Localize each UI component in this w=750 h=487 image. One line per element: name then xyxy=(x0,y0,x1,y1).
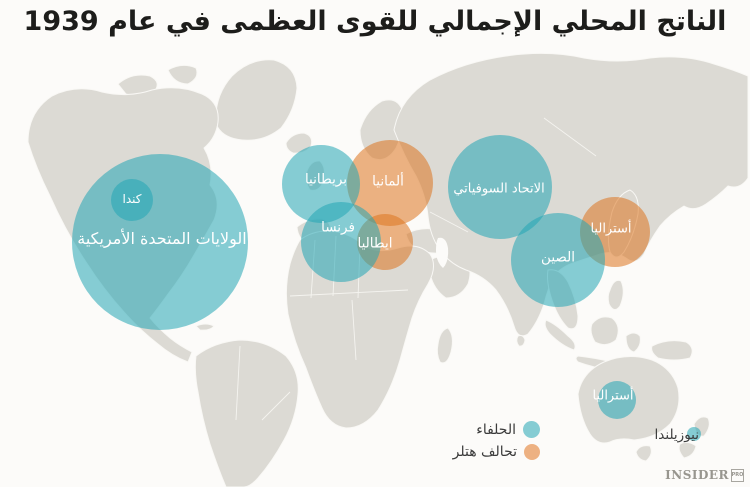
land-new-zealand-south xyxy=(678,441,697,459)
land-philippines xyxy=(607,279,624,310)
legend-dot-hitler-coalition xyxy=(524,444,540,460)
land-tasmania xyxy=(635,445,652,462)
bubble-label-china: الصين xyxy=(541,249,575,266)
bubble-label-germany: ألمانيا xyxy=(372,173,404,190)
landmasses xyxy=(27,52,749,487)
bubble-canada xyxy=(111,179,153,221)
bubble-label-japan-area: أستراليا xyxy=(590,221,632,237)
land-south-america xyxy=(194,339,299,487)
bubble-china xyxy=(511,213,605,307)
land-sumatra xyxy=(544,319,576,351)
legend-row-allies: الحلفاء xyxy=(476,421,540,438)
land-arctic-islands xyxy=(167,64,198,85)
insider-logo: INSIDER xyxy=(665,468,729,482)
bubble-label-italy: ايطاليا xyxy=(357,235,393,252)
bubble-label-new-zealand: نيوزيلندا xyxy=(654,427,699,443)
bubble-label-usa: الولايات المتحدة الأمريكية xyxy=(77,229,247,248)
land-sulawesi xyxy=(625,332,641,353)
bubble-new-zealand xyxy=(687,427,701,441)
legend-dot-allies xyxy=(523,421,540,438)
chart-title: الناتج المحلي الإجمالي للقوى العظمى في ع… xyxy=(23,6,727,37)
bubble-australia xyxy=(598,381,636,419)
insider-pro-watermark: INSIDER PRO xyxy=(665,468,744,482)
land-sri-lanka xyxy=(516,335,526,347)
bubble-label-australia: أستراليا xyxy=(592,388,634,404)
legend-label-allies: الحلفاء xyxy=(476,421,516,438)
bubble-label-canada: كندا xyxy=(122,192,142,206)
land-new-guinea xyxy=(651,340,693,361)
bubble-france xyxy=(301,202,381,282)
pro-badge: PRO xyxy=(731,468,744,482)
land-madagascar xyxy=(436,327,453,364)
legend-label-hitler-coalition: تحالف هتلر xyxy=(452,444,517,460)
bubble-usa xyxy=(72,154,248,330)
sea-caspian xyxy=(436,237,449,268)
land-borneo xyxy=(590,316,619,346)
legend-row-hitler-coalition: تحالف هتلر xyxy=(453,444,540,460)
bubble-label-france: فرنسا xyxy=(321,219,355,236)
bubble-label-britain: بريطانيا xyxy=(304,171,348,188)
land-caribbean xyxy=(195,323,215,331)
land-greenland xyxy=(215,59,298,141)
bubble-label-ussr: الاتحاد السوفياتي xyxy=(453,181,545,197)
